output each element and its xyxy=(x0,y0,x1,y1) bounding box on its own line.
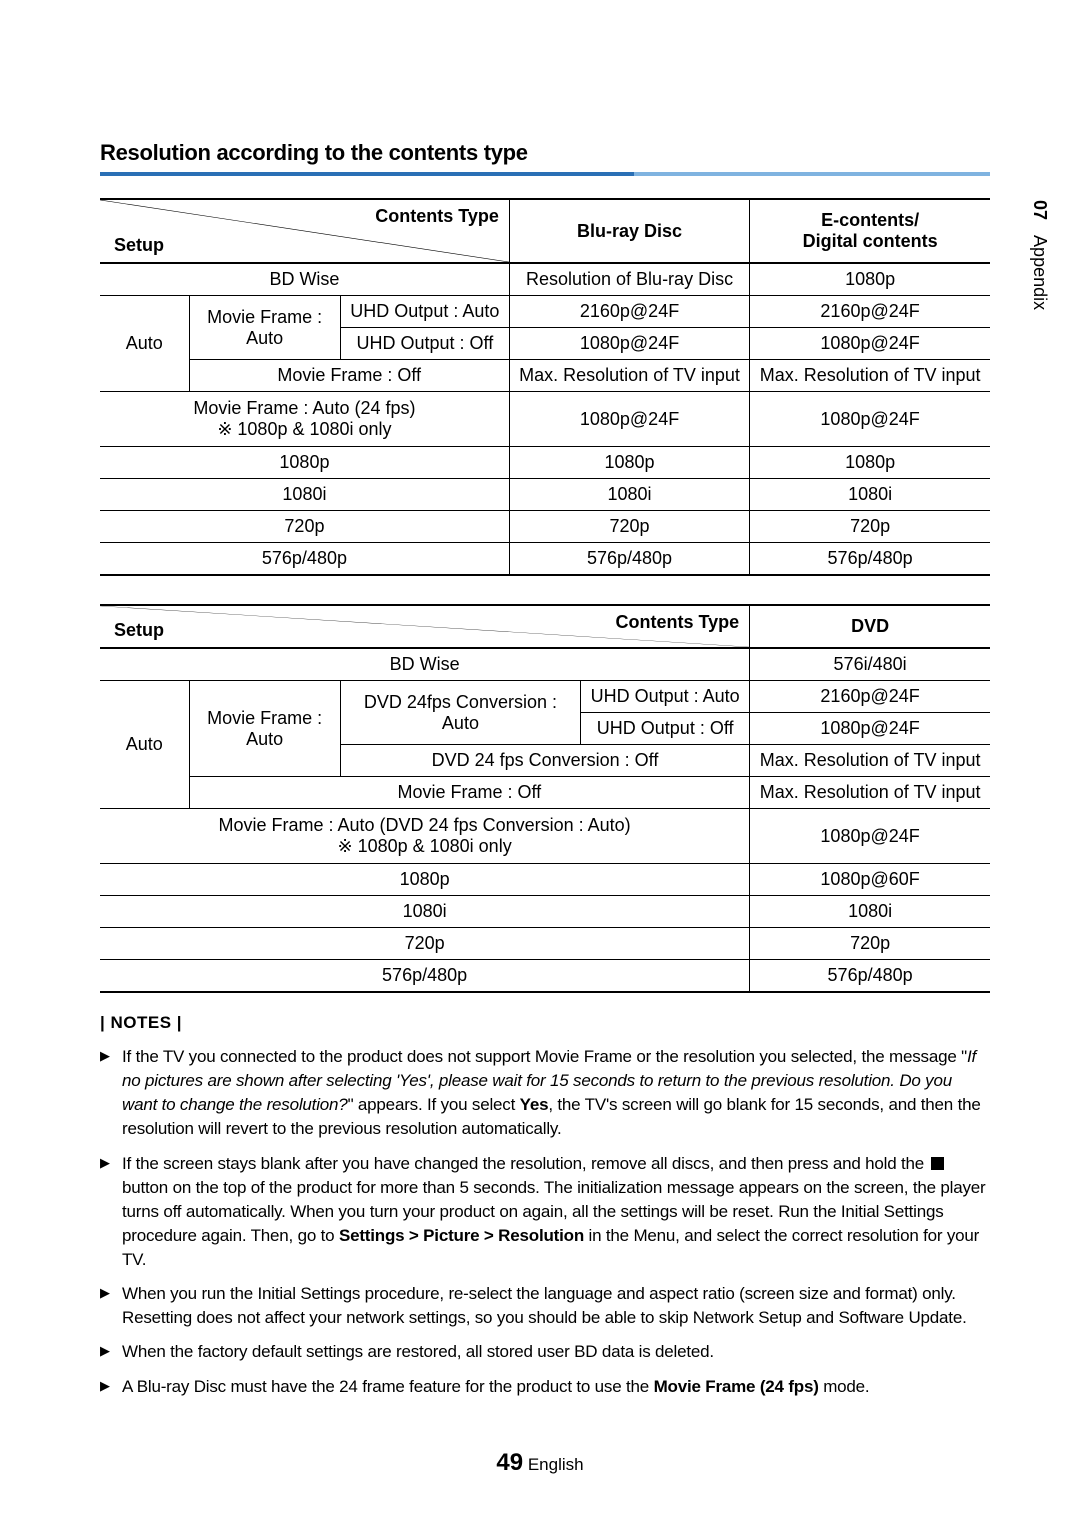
table-row: Movie Frame : Off Max. Resolution of TV … xyxy=(100,360,990,392)
note-item: A Blu-ray Disc must have the 24 frame fe… xyxy=(100,1375,990,1399)
table-row: 576p/480p 576p/480p xyxy=(100,960,990,993)
table-row: 1080i 1080i 1080i xyxy=(100,479,990,511)
table1-header-setup: Contents Type Setup xyxy=(100,199,509,263)
section-title: Resolution according to the contents typ… xyxy=(100,140,990,166)
table1-header-econtents: E-contents/ Digital contents xyxy=(750,199,990,263)
stop-button-icon xyxy=(931,1157,944,1170)
table-row: 1080p 1080p@60F xyxy=(100,864,990,896)
note-item: If the TV you connected to the product d… xyxy=(100,1045,990,1142)
note-item: When you run the Initial Settings proced… xyxy=(100,1282,990,1330)
table-row: Movie Frame : Off Max. Resolution of TV … xyxy=(100,777,990,809)
table-row: 1080i 1080i xyxy=(100,896,990,928)
side-tab-label: Appendix xyxy=(1030,235,1050,310)
notes-heading: | NOTES | xyxy=(100,1013,990,1033)
table2-header-dvd: DVD xyxy=(750,605,990,648)
table-row: 720p 720p xyxy=(100,928,990,960)
page-language: English xyxy=(528,1455,584,1474)
table2-header-setup: Contents Type Setup xyxy=(100,605,750,648)
table-row: 1080p 1080p 1080p xyxy=(100,447,990,479)
page-number: 49 xyxy=(496,1449,523,1476)
side-tab: 07 Appendix xyxy=(1029,200,1050,310)
title-underline xyxy=(100,172,990,176)
table-row: 576p/480p 576p/480p 576p/480p xyxy=(100,543,990,576)
notes-list: If the TV you connected to the product d… xyxy=(100,1045,990,1399)
table-row: BD Wise 576i/480i xyxy=(100,648,990,681)
table-row: Auto Movie Frame : Auto UHD Output : Aut… xyxy=(100,296,990,328)
table-row: Auto Movie Frame : Auto DVD 24fps Conver… xyxy=(100,681,990,713)
note-item: If the screen stays blank after you have… xyxy=(100,1152,990,1273)
table-row: BD Wise Resolution of Blu-ray Disc 1080p xyxy=(100,263,990,296)
table1-header-bluray: Blu-ray Disc xyxy=(509,199,749,263)
table-row: 720p 720p 720p xyxy=(100,511,990,543)
resolution-table-bluray: Contents Type Setup Blu-ray Disc E-conte… xyxy=(100,198,990,576)
note-item: When the factory default settings are re… xyxy=(100,1340,990,1364)
resolution-table-dvd: Contents Type Setup DVD BD Wise 576i/480… xyxy=(100,604,990,993)
page-footer: 49 English xyxy=(0,1449,1080,1477)
table-row: Movie Frame : Auto (24 fps) ※ 1080p & 10… xyxy=(100,392,990,447)
side-tab-number: 07 xyxy=(1030,200,1050,220)
table-row: Movie Frame : Auto (DVD 24 fps Conversio… xyxy=(100,809,990,864)
